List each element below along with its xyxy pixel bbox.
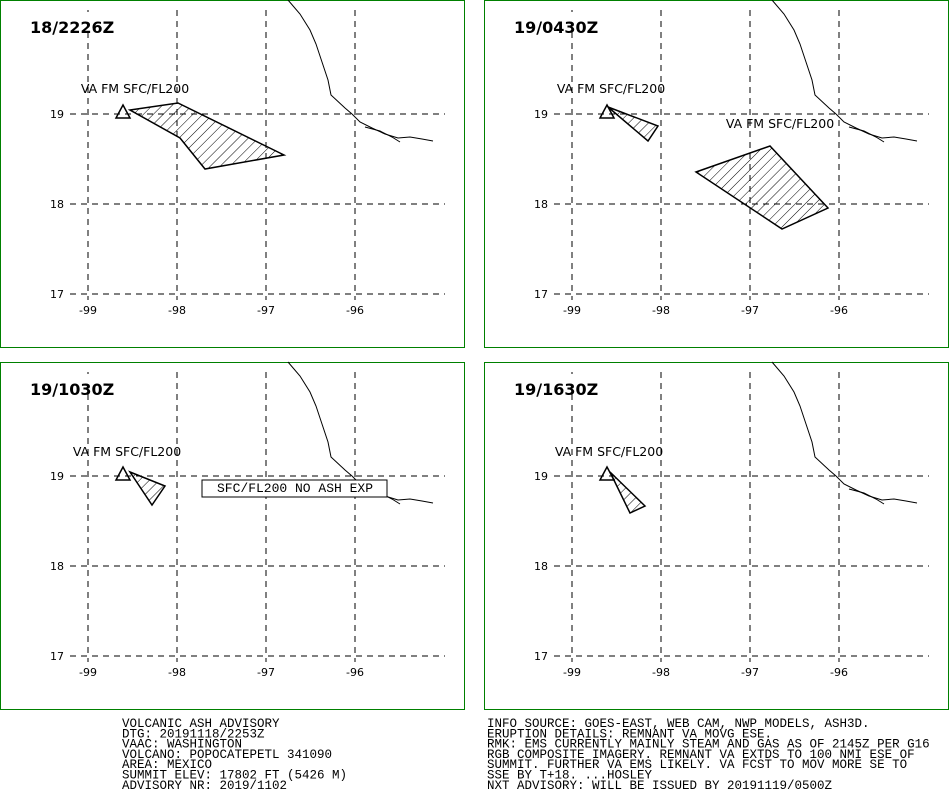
lon-tick-label: -99: [563, 666, 581, 679]
va-label: VA FM SFC/FL200: [726, 116, 834, 131]
panel-title-bg: [512, 374, 592, 394]
ash-area: [127, 102, 287, 170]
lat-tick-label: 19: [50, 108, 64, 121]
lon-tick-label: -97: [741, 666, 759, 679]
lat-tick-label: 17: [534, 650, 548, 663]
lat-tick-label: 18: [534, 560, 548, 573]
va-label: VA FM SFC/FL200: [557, 81, 665, 96]
volcano-marker: [598, 465, 616, 481]
label-box: [201, 479, 388, 498]
lon-tick-label: -96: [346, 666, 364, 679]
lon-tick-label: -96: [830, 304, 848, 317]
va-label: VA FM SFC/FL200: [73, 444, 181, 459]
panel-title-bg: [28, 12, 108, 32]
ash-area: [128, 470, 167, 507]
lat-tick-label: 17: [534, 288, 548, 301]
lat-tick-label: 19: [534, 108, 548, 121]
lon-tick-label: -98: [168, 304, 186, 317]
volcano-marker: [114, 103, 132, 119]
lat-tick-label: 19: [534, 470, 548, 483]
river: [848, 488, 885, 505]
river: [848, 126, 885, 143]
panel-title: 19/0430Z: [514, 18, 598, 37]
advisory-line: INFO SOURCE: GOES-EAST, WEB CAM, NWP MOD…: [487, 717, 870, 731]
va-label: VA FM SFC/FL200: [81, 81, 189, 96]
advisory-line: ERUPTION DETAILS: REMNANT VA MOVG ESE.: [487, 727, 772, 741]
advisory-line: SUMMIT ELEV: 17802 FT (5426 M): [122, 769, 347, 783]
volcano-marker: [114, 465, 132, 481]
panel-border: [0, 0, 465, 348]
advisory-line: RMK: EMS CURRENTLY MAINLY STEAM AND GAS …: [487, 738, 930, 752]
advisory-line: ADVISORY NR: 2019/1102: [122, 779, 287, 793]
lon-tick-label: -99: [563, 304, 581, 317]
advisory-line: SSE BY T+18. ...HOSLEY: [487, 769, 653, 783]
lat-tick-label: 18: [534, 198, 548, 211]
river: [364, 126, 401, 143]
lon-tick-label: -97: [257, 666, 275, 679]
panel-title-bg: [512, 12, 592, 32]
panel-border: [484, 0, 949, 348]
advisory-line: VAAC: WASHINGTON: [122, 738, 242, 752]
advisory-line: RGB COMPOSITE IMAGERY. REMNANT VA EXTDS …: [487, 748, 915, 762]
lat-tick-label: 17: [50, 650, 64, 663]
lon-tick-label: -96: [830, 666, 848, 679]
panel-title: 19/1030Z: [30, 380, 114, 399]
lat-tick-label: 18: [50, 560, 64, 573]
coastline: [771, 361, 918, 504]
lat-tick-label: 19: [50, 470, 64, 483]
va-label: VA FM SFC/FL200: [555, 444, 663, 459]
advisory-line: NXT ADVISORY: WILL BE ISSUED BY 20191119…: [487, 779, 833, 793]
advisory-line: VOLCANO: POPOCATEPETL 341090: [122, 748, 332, 762]
panel-title: 19/1630Z: [514, 380, 598, 399]
lon-tick-label: -99: [79, 304, 97, 317]
lon-tick-label: -99: [79, 666, 97, 679]
coastline: [287, 0, 434, 142]
coastline: [771, 0, 918, 142]
panel-title: 18/2226Z: [30, 18, 114, 37]
lat-tick-label: 18: [50, 198, 64, 211]
coastline: [287, 361, 434, 504]
lon-tick-label: -98: [652, 304, 670, 317]
lon-tick-label: -96: [346, 304, 364, 317]
ash-area: [694, 145, 830, 230]
advisory-line: DTG: 20191118/2253Z: [122, 727, 265, 741]
lon-tick-label: -97: [257, 304, 275, 317]
panel-title-bg: [28, 374, 108, 394]
volcano-marker: [598, 103, 616, 119]
lon-tick-label: -98: [168, 666, 186, 679]
panel-border: [0, 362, 465, 710]
lat-tick-label: 17: [50, 288, 64, 301]
advisory-line: SUMMIT. FURTHER VA EMS LIKELY. VA FCST T…: [487, 758, 907, 772]
lon-tick-label: -98: [652, 666, 670, 679]
advisory-line: AREA: MEXICO: [122, 758, 212, 772]
no-ash-label: SFC/FL200 NO ASH EXP: [217, 481, 373, 496]
panel-border: [484, 362, 949, 710]
advisory-line: VOLCANIC ASH ADVISORY: [122, 717, 280, 731]
lon-tick-label: -97: [741, 304, 759, 317]
ash-area: [609, 471, 647, 514]
ash-area: [607, 106, 660, 143]
